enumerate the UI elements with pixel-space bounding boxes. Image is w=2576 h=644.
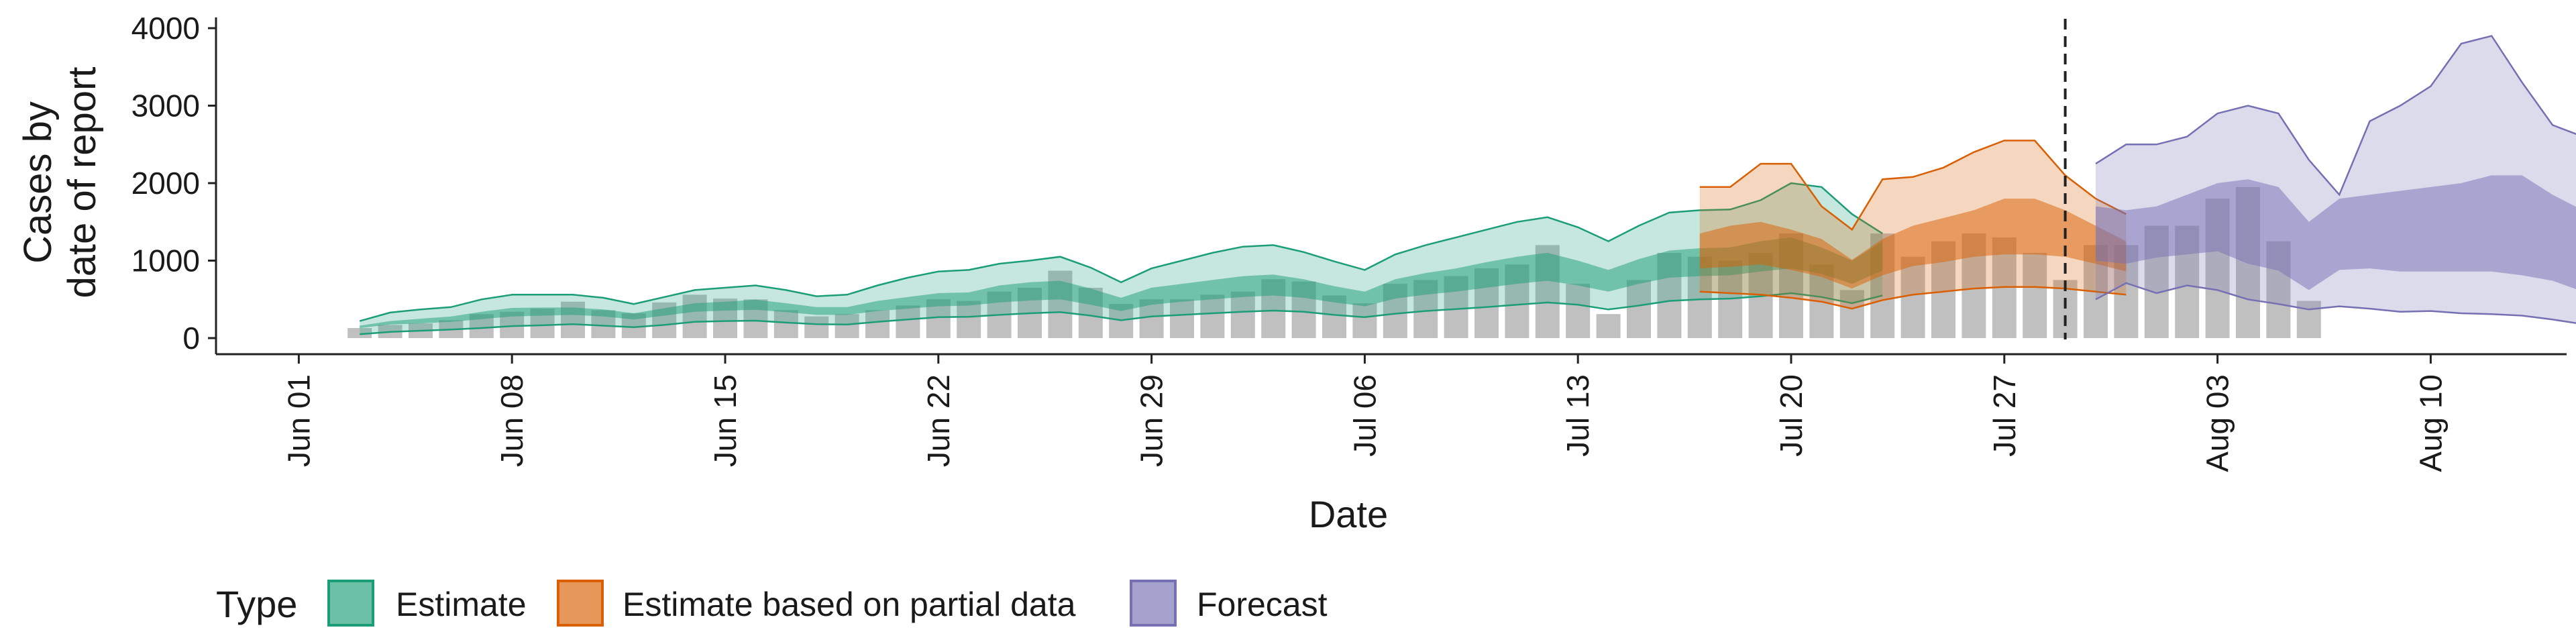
reported-cases-bar	[1596, 314, 1621, 338]
series-1-lower90-line	[1699, 286, 2127, 310]
reported-cases-bar	[2296, 301, 2321, 338]
reported-cases-bar	[804, 316, 829, 338]
series-1-ci50-band	[1699, 199, 2127, 289]
legend-label-partial: Estimate based on partial data	[623, 586, 1076, 623]
y-tick-label: 2000	[131, 166, 200, 201]
reported-cases-bar	[1900, 256, 1925, 338]
estimate-ribbons	[359, 35, 2576, 335]
x-tick-label: Jun 22	[921, 374, 956, 467]
series-1-upper90-line	[1699, 140, 2127, 231]
reported-cases-bar	[2023, 252, 2047, 338]
y-axis-label-line2: date of report	[60, 67, 104, 299]
y-tick-label: 1000	[131, 244, 200, 278]
reported-cases-bar	[1839, 290, 1864, 338]
series-2-upper90-line	[2095, 35, 2576, 197]
reported-cases-bar	[1170, 299, 1194, 338]
reported-cases-bar	[1352, 303, 1377, 338]
x-tick-label: Jul 13	[1560, 374, 1595, 457]
y-axis-label-line1: Cases by	[16, 101, 60, 264]
reported-cases-bar	[773, 310, 798, 338]
reported-cases-bar	[1230, 291, 1255, 338]
x-tick-label: Jul 20	[1774, 374, 1809, 457]
y-tick-label: 3000	[131, 89, 200, 123]
x-tick-label: Jun 15	[708, 374, 743, 467]
legend-key-partial	[557, 580, 604, 627]
legend-key-forecast	[1130, 580, 1177, 627]
legend-key-estimate	[327, 580, 374, 627]
reported-cases-bar	[835, 314, 859, 338]
x-axis-ticks: Jun 01 Jun 08 Jun 15 Jun 22 Jun 29 Jul 06 Jul …	[281, 354, 2448, 472]
reported-cases-bar	[682, 294, 707, 338]
x-tick-label: Jul 06	[1347, 374, 1382, 457]
series-0-ci90-band	[360, 183, 1883, 335]
x-axis-label: Date	[1309, 493, 1388, 535]
legend-title: Type	[216, 583, 297, 625]
legend: Type Estimate Estimate based on partial …	[216, 580, 1328, 627]
series-2-lower90-line	[2095, 282, 2576, 324]
x-tick-label: Jun 08	[494, 374, 529, 467]
y-tick-label: 0	[182, 321, 200, 356]
reported-cases-bar	[347, 327, 372, 338]
series-2-ci50-band	[2096, 175, 2576, 290]
reported-cases-bar	[1627, 280, 1651, 338]
reported-cases-bars	[347, 186, 2321, 338]
series-0-ci50-band	[360, 237, 1883, 328]
x-tick-label: Jul 27	[1987, 374, 2022, 457]
reported-cases-bar	[896, 305, 920, 338]
reported-cases-bar	[1566, 284, 1591, 338]
legend-label-estimate: Estimate	[396, 586, 527, 623]
y-axis-ticks: 0 1000 2000 3000 4000	[131, 11, 216, 356]
reported-cases-bar	[1200, 294, 1225, 338]
x-tick-label: Aug 10	[2413, 374, 2448, 472]
reported-cases-bar	[865, 310, 890, 338]
y-tick-label: 4000	[131, 11, 200, 46]
x-tick-label: Jun 01	[281, 374, 316, 467]
series-0-upper90-line	[359, 182, 1883, 322]
series-0-lower90-line	[360, 292, 1883, 335]
legend-label-forecast: Forecast	[1197, 586, 1328, 623]
x-tick-label: Aug 03	[2200, 374, 2235, 472]
reported-cases-bar	[957, 301, 981, 338]
x-tick-label: Jun 29	[1134, 374, 1169, 467]
